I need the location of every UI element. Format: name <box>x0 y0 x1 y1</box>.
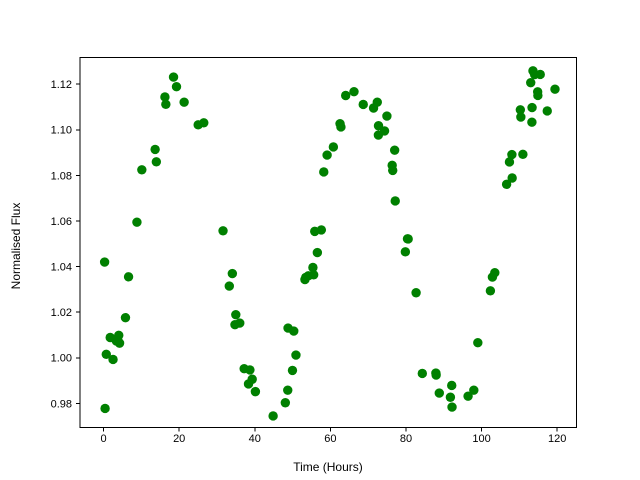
svg-text:1.08: 1.08 <box>51 170 72 182</box>
svg-text:1.00: 1.00 <box>51 353 72 365</box>
svg-text:1.12: 1.12 <box>51 79 72 91</box>
svg-text:1.06: 1.06 <box>51 216 72 228</box>
svg-text:60: 60 <box>324 433 336 445</box>
svg-text:120: 120 <box>548 433 566 445</box>
svg-text:40: 40 <box>249 433 261 445</box>
svg-text:0: 0 <box>101 433 107 445</box>
svg-text:20: 20 <box>173 433 185 445</box>
svg-text:1.02: 1.02 <box>51 307 72 319</box>
svg-text:Normalised Flux: Normalised Flux <box>9 203 23 290</box>
svg-text:100: 100 <box>472 433 490 445</box>
svg-text:0.98: 0.98 <box>51 398 72 410</box>
svg-text:1.04: 1.04 <box>51 262 72 274</box>
svg-text:1.10: 1.10 <box>51 125 72 137</box>
svg-text:80: 80 <box>400 433 412 445</box>
svg-text:Time (Hours): Time (Hours) <box>293 460 363 474</box>
